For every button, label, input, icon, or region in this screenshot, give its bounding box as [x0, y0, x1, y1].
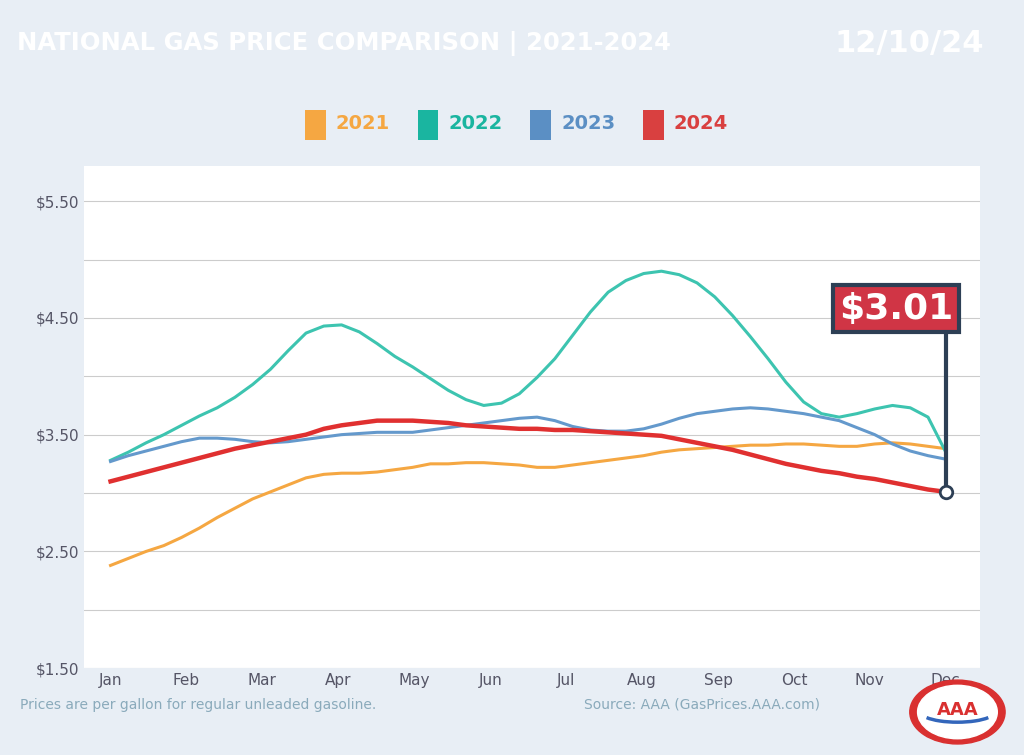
Text: NATIONAL GAS PRICE COMPARISON | 2021-2024: NATIONAL GAS PRICE COMPARISON | 2021-202…	[17, 31, 672, 56]
FancyBboxPatch shape	[643, 109, 664, 140]
Circle shape	[918, 686, 997, 738]
Text: $3.01: $3.01	[839, 291, 953, 325]
FancyBboxPatch shape	[305, 109, 326, 140]
Circle shape	[909, 680, 1006, 744]
Text: 2021: 2021	[336, 114, 390, 133]
FancyBboxPatch shape	[834, 285, 958, 332]
Text: 2022: 2022	[449, 114, 503, 133]
FancyBboxPatch shape	[418, 109, 438, 140]
FancyBboxPatch shape	[530, 109, 551, 140]
Text: 12/10/24: 12/10/24	[835, 29, 983, 58]
Text: 2023: 2023	[561, 114, 615, 133]
Text: Prices are per gallon for regular unleaded gasoline.: Prices are per gallon for regular unlead…	[20, 698, 377, 712]
Text: 2024: 2024	[674, 114, 728, 133]
Text: AAA: AAA	[937, 701, 978, 719]
Text: Source: AAA (GasPrices.AAA.com): Source: AAA (GasPrices.AAA.com)	[584, 698, 819, 712]
